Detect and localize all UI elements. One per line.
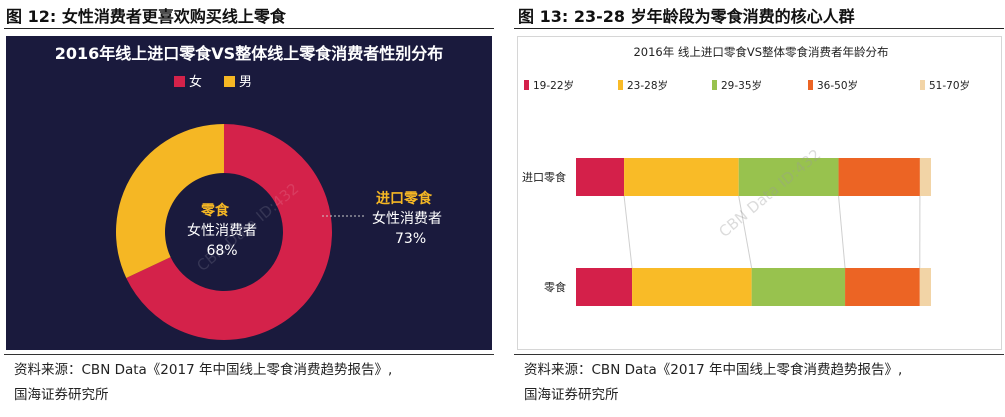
legend-swatch-male xyxy=(224,76,235,87)
legend-label-male: 男 xyxy=(239,75,252,90)
figure-13-title-text: 23-28 岁年龄段为零食消费的核心人群 xyxy=(573,7,855,26)
outer-label-value: 73% xyxy=(395,231,426,247)
age-legend-swatch xyxy=(712,80,717,90)
age-bar-segment xyxy=(576,158,625,196)
age-bar-segment xyxy=(751,268,846,306)
segment-connector-line xyxy=(738,195,753,269)
figure-12-bottom-rule xyxy=(4,354,494,355)
age-bar-segment xyxy=(919,158,931,196)
age-bar-segment xyxy=(838,158,920,196)
segment-connector-line xyxy=(838,195,846,269)
donut-slice-male xyxy=(115,124,224,278)
age-legend-swatch xyxy=(524,80,529,90)
age-chart-panel: 2016年 线上进口零食VS整体零食消费者年龄分布 19-22岁 23-28岁 29… xyxy=(517,36,1002,350)
age-legend-label: 19-22岁 xyxy=(533,79,574,92)
age-legend-label: 29-35岁 xyxy=(721,79,762,92)
segment-connectors xyxy=(623,195,921,269)
age-bar-segment xyxy=(576,268,633,306)
legend-swatch-female xyxy=(174,76,185,87)
figure-13-label: 图 13: xyxy=(518,7,569,26)
figure-13-top-rule xyxy=(514,28,1004,29)
age-bar-segment xyxy=(738,158,839,196)
figure-12-title: 图 12: 女性消费者更喜欢购买线上零食 xyxy=(6,3,286,27)
figure-12-top-rule xyxy=(4,28,494,29)
age-legend-swatch xyxy=(808,80,813,90)
age-legend-swatch xyxy=(618,80,623,90)
figure-13-source-line2: 国海证券研究所 xyxy=(524,387,619,403)
figure-12-title-text: 女性消费者更喜欢购买线上零食 xyxy=(61,7,286,26)
donut-ring xyxy=(115,124,332,340)
age-category-label: 进口零食 xyxy=(522,170,566,184)
figure-12-source: 资料来源：CBN Data《2017 年中国线上零食消费趋势报告》, 国海证券研… xyxy=(14,358,392,408)
age-bar-segment xyxy=(624,158,739,196)
gender-chart-panel: 2016年线上进口零食VS整体线上零食消费者性别分布 女 男 零食 女性消费者 … xyxy=(6,36,492,350)
age-bar-segment xyxy=(632,268,752,306)
figure-12-source-line2: 国海证券研究所 xyxy=(14,387,109,403)
figure-12-source-line1: 资料来源：CBN Data《2017 年中国线上零食消费趋势报告》, xyxy=(14,362,393,378)
figure-12-label: 图 12: xyxy=(6,7,57,26)
age-legend: 19-22岁 23-28岁 29-35岁 36-50岁 51-70岁 xyxy=(524,79,970,92)
inner-label-value: 68% xyxy=(206,243,237,259)
age-legend-label: 51-70岁 xyxy=(929,79,970,92)
segment-connector-line xyxy=(623,195,633,269)
age-legend-label: 36-50岁 xyxy=(817,79,858,92)
age-chart-title: 2016年 线上进口零食VS整体零食消费者年龄分布 xyxy=(633,45,888,59)
figure-13-bottom-rule xyxy=(514,354,1004,355)
figure-13-source: 资料来源：CBN Data《2017 年中国线上零食消费趋势报告》, 国海证券研… xyxy=(524,358,902,408)
age-bar-segment xyxy=(919,268,931,306)
age-stacked-bar-chart: 2016年 线上进口零食VS整体零食消费者年龄分布 19-22岁 23-28岁 29… xyxy=(522,45,970,306)
figure-13-title: 图 13: 23-28 岁年龄段为零食消费的核心人群 xyxy=(518,3,855,27)
inner-label-category: 零食 xyxy=(200,202,230,219)
donut-slice-female xyxy=(126,124,332,340)
gender-donut-chart: 2016年线上进口零食VS整体线上零食消费者性别分布 女 男 零食 女性消费者 … xyxy=(55,44,443,340)
figure-13-source-line1: 资料来源：CBN Data《2017 年中国线上零食消费趋势报告》, xyxy=(524,362,903,378)
inner-label-desc: 女性消费者 xyxy=(187,222,257,239)
outer-label-desc: 女性消费者 xyxy=(372,210,442,227)
age-bars xyxy=(576,158,931,306)
age-legend-label: 23-28岁 xyxy=(627,79,668,92)
gender-chart-title: 2016年线上进口零食VS整体线上零食消费者性别分布 xyxy=(55,44,443,63)
age-legend-swatch xyxy=(920,80,925,90)
outer-label-category: 进口零食 xyxy=(376,190,433,207)
legend-label-female: 女 xyxy=(189,74,202,90)
age-category-label: 零食 xyxy=(544,280,566,294)
age-bar-segment xyxy=(845,268,920,306)
